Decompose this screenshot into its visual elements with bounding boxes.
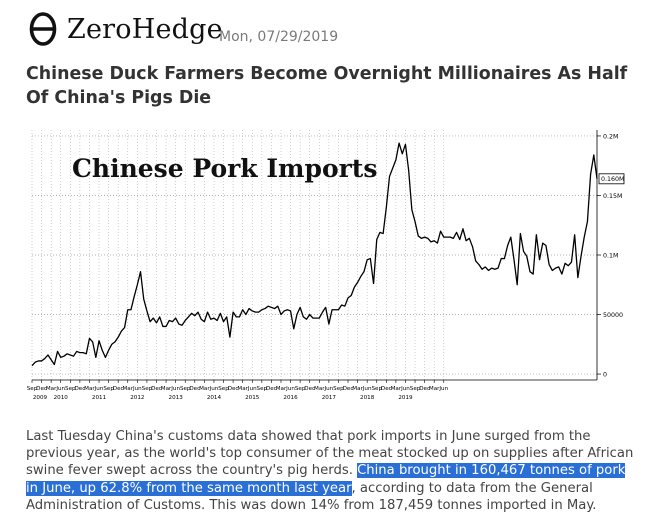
x-month-label: Mar (314, 386, 325, 392)
series-line-pork-imports (31, 142, 598, 367)
chart-axes (31, 130, 601, 383)
article-title[interactable]: Chinese Duck Farmers Become Overnight Mi… (26, 64, 628, 108)
x-month-label: Jun (438, 386, 448, 392)
x-month-label: Dec (189, 386, 200, 392)
x-month-label: Jun (132, 386, 142, 392)
article-text-intro: Last Tuesday China's customs data showed… (26, 429, 634, 479)
x-month-label: Jun (94, 386, 104, 392)
x-month-label: Sep (371, 386, 382, 392)
x-month-label: Mar (199, 386, 210, 392)
x-month-label: Dec (266, 386, 277, 392)
y-tick-labels: 0.2M 0.15M 0.1M 50000 0 (603, 133, 623, 378)
last-value-marker: 0.160M (598, 173, 625, 185)
x-month-label: Sep (295, 386, 306, 392)
x-month-label: Mar (237, 386, 248, 392)
x-month-label: Jun (400, 386, 410, 392)
x-month-label: Dec (419, 386, 430, 392)
x-month-label: Sep (103, 386, 114, 392)
x-month-label: Mar (276, 386, 287, 392)
x-month-label: Sep (142, 386, 153, 392)
post-date: Mon, 07/29/2019 (219, 29, 339, 45)
x-month-label: Sep (257, 386, 268, 392)
x-month-label: Sep (218, 386, 229, 392)
x-month-label: Mar (429, 386, 440, 392)
x-year-label: 2014 (207, 395, 222, 401)
x-month-label: Jun (362, 386, 372, 392)
x-year-label: 2018 (360, 395, 375, 401)
last-value-label: 0.160M (601, 176, 624, 183)
x-year-label: 2011 (92, 395, 107, 401)
last-value-box (598, 173, 625, 185)
y-tick-label: 0.2M (603, 133, 618, 140)
x-month-label: Mar (161, 386, 172, 392)
theta-logo-icon (29, 12, 57, 46)
x-year-label: 2017 (322, 395, 337, 401)
x-month-label: Sep (333, 386, 344, 392)
x-year-label: 2010 (54, 395, 69, 401)
y-tick-label: 0.15M (603, 193, 622, 200)
article-text-outro: , according to data from the General Adm… (26, 480, 597, 513)
x-month-label: Mar (122, 386, 133, 392)
x-month-label: Dec (74, 386, 85, 392)
x-month-label: Mar (84, 386, 95, 392)
x-month-label: Sep (27, 386, 38, 392)
y-tick-label: 50000 (603, 312, 623, 319)
x-month-label: Dec (304, 386, 315, 392)
x-month-label: Mar (391, 386, 402, 392)
x-month-label: Dec (381, 386, 392, 392)
x-month-label: Jun (247, 386, 257, 392)
x-month-label: Sep (65, 386, 76, 392)
y-tick-label: 0.1M (603, 253, 618, 260)
x-year-label: 2019 (398, 395, 413, 401)
x-month-label: Mar (352, 386, 363, 392)
x-year-label: 2015 (245, 395, 260, 401)
site-name: ZeroHedge (67, 13, 223, 45)
x-month-label: Jun (323, 386, 333, 392)
x-month-label: Sep (180, 386, 191, 392)
x-month-label: Sep (410, 386, 421, 392)
x-year-label: 2012 (130, 395, 144, 401)
y-tick-label: 0 (603, 372, 607, 379)
x-month-label: Jun (55, 386, 65, 392)
pork-imports-chart: Chinese Pork Imports 0.2M0.15M0.1M500000… (27, 130, 625, 401)
x-month-label: Dec (343, 386, 354, 392)
zerohedge-logo[interactable]: ZeroHedge (26, 9, 223, 49)
x-month-label: Mar (46, 386, 57, 392)
x-month-label: Dec (151, 386, 162, 392)
x-month-label: Dec (228, 386, 239, 392)
chart-grid (31, 130, 597, 380)
x-month-label: Jun (209, 386, 219, 392)
x-month-label: Dec (113, 386, 124, 392)
x-year-label: 2016 (283, 395, 298, 401)
x-month-label: Dec (36, 386, 47, 392)
x-year-label: 2009 (33, 395, 48, 401)
x-month-label: Jun (170, 386, 180, 392)
chart-title: Chinese Pork Imports (72, 154, 377, 183)
article-body: Last Tuesday China's customs data showed… (26, 428, 641, 514)
x-year-label: 2013 (169, 395, 184, 401)
x-month-label: Jun (285, 386, 295, 392)
